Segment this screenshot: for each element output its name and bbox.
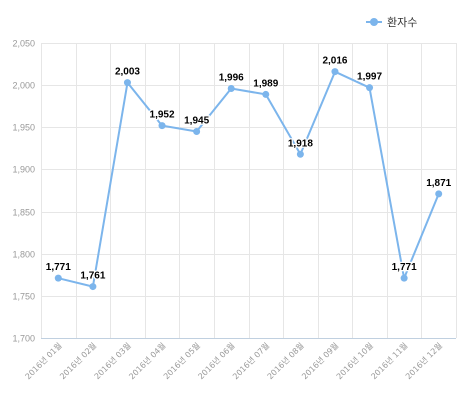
y-tick-label: 2,000 — [12, 81, 35, 91]
data-point — [296, 150, 304, 158]
data-label: 1,952 — [150, 110, 175, 121]
legend-dot — [370, 18, 378, 26]
y-tick-label: 1,800 — [12, 250, 35, 260]
horizontal-gridlines — [41, 43, 456, 339]
y-tick-label: 1,700 — [12, 334, 35, 344]
legend-label: 환자수 — [387, 16, 418, 29]
x-tick-label: 2016년 12월 — [403, 340, 444, 381]
data-point — [89, 283, 97, 291]
y-tick-label: 1,850 — [12, 208, 35, 218]
data-point — [227, 85, 235, 93]
data-point — [366, 84, 374, 92]
series-line-group — [54, 68, 443, 291]
data-label: 1,761 — [80, 271, 105, 282]
data-label: 1,989 — [253, 78, 278, 89]
data-label: 1,871 — [426, 178, 451, 189]
series-line — [58, 70, 440, 288]
data-label: 1,997 — [357, 72, 382, 83]
data-point — [123, 79, 131, 87]
y-tick-label: 2,050 — [12, 39, 35, 49]
data-point — [158, 122, 166, 130]
data-point — [331, 68, 339, 76]
data-label: 2,016 — [322, 56, 347, 67]
data-label: 2,003 — [115, 67, 140, 78]
y-tick-label: 1,950 — [12, 123, 35, 133]
vertical-gridlines — [41, 43, 457, 338]
data-point — [400, 274, 408, 282]
data-labels: 1,771 1,761 2,003 1,952 1,945 1,996 1,989 1,918… — [45, 54, 453, 282]
data-label: 1,918 — [288, 138, 313, 149]
y-axis-tick-labels: 1,700 1,750 1,800 1,850 1,900 1,950 2,000 2,050 — [12, 39, 35, 344]
data-point — [54, 274, 62, 282]
data-label: 1,945 — [184, 116, 209, 127]
data-point — [262, 90, 270, 98]
y-tick-label: 1,750 — [12, 292, 35, 302]
legend-marker-icon — [366, 17, 382, 27]
data-label: 1,996 — [219, 73, 244, 84]
data-label: 1,771 — [392, 262, 417, 273]
legend[interactable]: 환자수 — [366, 14, 417, 30]
data-label: 1,771 — [46, 262, 71, 273]
data-point — [435, 190, 443, 198]
data-point — [193, 128, 201, 135]
y-tick-label: 1,900 — [12, 165, 35, 175]
